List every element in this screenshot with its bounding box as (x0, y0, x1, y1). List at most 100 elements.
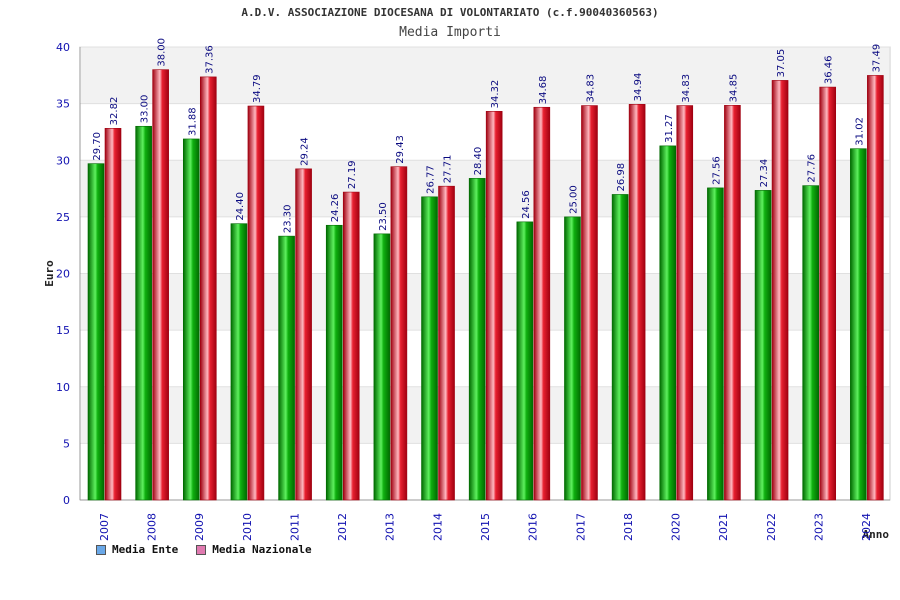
x-tick-label: 2007 (98, 513, 111, 541)
value-label-ente: 33.00 (140, 95, 151, 124)
value-label-nazionale: 37.05 (776, 49, 787, 78)
bar-media-nazionale (152, 69, 169, 501)
bar-media-nazionale (438, 185, 455, 501)
legend-label-nazionale: Media Nazionale (212, 543, 312, 556)
legend-item-ente: Media Ente (96, 543, 178, 556)
y-tick-label: 25 (56, 211, 70, 224)
bar-media-nazionale (295, 168, 312, 501)
bar-media-nazionale (819, 86, 837, 501)
bar-media-ente (707, 187, 724, 501)
x-tick-label: 2016 (527, 513, 540, 541)
x-tick-label: 2021 (717, 513, 730, 541)
bar-media-ente (135, 125, 152, 501)
bar-media-nazionale (533, 106, 551, 501)
value-label-ente: 27.34 (759, 159, 770, 188)
x-tick-label: 2017 (574, 513, 587, 541)
value-label-ente: 25.00 (568, 185, 579, 214)
bar-media-ente (278, 235, 295, 501)
x-tick-label: 2008 (145, 513, 158, 541)
x-tick-label: 2014 (431, 513, 444, 541)
x-tick-label: 2011 (288, 513, 301, 541)
bar-media-ente (325, 224, 343, 501)
value-label-ente: 24.56 (521, 190, 532, 219)
legend-swatch-ente (96, 544, 106, 555)
value-label-ente: 24.40 (235, 192, 246, 221)
value-label-nazionale: 29.43 (395, 135, 406, 164)
x-tick-label: 2010 (241, 513, 254, 541)
value-label-ente: 31.27 (664, 114, 675, 143)
bar-media-ente (373, 233, 391, 501)
bar-media-nazionale (342, 191, 360, 501)
bar-media-nazionale (104, 128, 122, 501)
legend: Media Ente Media Nazionale (96, 543, 312, 556)
value-label-nazionale: 34.94 (633, 73, 644, 102)
bar-media-nazionale (724, 105, 741, 501)
value-label-nazionale: 37.49 (871, 44, 882, 73)
bar-media-nazionale (485, 111, 503, 501)
value-label-nazionale: 29.24 (300, 137, 311, 166)
y-tick-label: 35 (56, 98, 70, 111)
bar-media-ente (87, 163, 105, 501)
value-label-nazionale: 32.82 (109, 97, 120, 126)
x-tick-label: 2018 (622, 513, 635, 541)
bar-media-ente (754, 190, 772, 501)
value-label-nazionale: 34.85 (728, 74, 739, 103)
y-axis-title: Euro (43, 260, 56, 287)
value-label-ente: 23.50 (378, 202, 389, 231)
value-label-ente: 31.88 (187, 107, 198, 136)
chart-subtitle: Media Importi (399, 25, 501, 40)
y-tick-label: 0 (63, 494, 70, 507)
legend-swatch-nazionale (196, 544, 207, 555)
value-label-nazionale: 38.00 (157, 38, 168, 67)
bar-media-nazionale (676, 105, 694, 501)
value-label-ente: 26.98 (616, 163, 627, 192)
value-label-nazionale: 27.19 (347, 160, 358, 189)
x-tick-label: 2024 (860, 513, 873, 541)
bar-media-ente (611, 194, 629, 501)
value-label-ente: 27.76 (807, 154, 818, 183)
bar-media-ente (802, 185, 820, 501)
bar-media-nazionale (771, 80, 789, 501)
value-label-nazionale: 37.36 (204, 45, 215, 74)
y-tick-label: 40 (56, 41, 70, 54)
y-tick-label: 30 (56, 154, 70, 167)
x-axis-title: Anno (863, 528, 890, 541)
x-tick-label: 2022 (765, 513, 778, 541)
value-label-nazionale: 34.68 (538, 76, 549, 105)
legend-item-nazionale: Media Nazionale (196, 543, 312, 556)
bar-media-ente (564, 216, 581, 501)
bar-media-nazionale (867, 75, 884, 501)
x-tick-label: 2020 (670, 513, 683, 541)
legend-label-ente: Media Ente (112, 543, 179, 556)
bar-media-nazionale (628, 104, 646, 501)
x-tick-label: 2012 (336, 513, 349, 541)
x-tick-label: 2009 (193, 513, 206, 541)
x-tick-label: 2013 (384, 513, 397, 541)
bar-media-nazionale (581, 105, 598, 501)
bar-media-ente (421, 196, 438, 501)
value-label-nazionale: 27.71 (443, 155, 454, 184)
value-label-nazionale: 34.32 (490, 80, 501, 109)
value-label-ente: 29.70 (92, 132, 103, 161)
bar-media-nazionale (390, 166, 408, 501)
value-label-ente: 24.26 (330, 194, 341, 223)
value-label-nazionale: 34.83 (681, 74, 692, 103)
value-label-ente: 27.56 (711, 156, 722, 185)
y-tick-label: 10 (56, 381, 70, 394)
value-label-nazionale: 36.46 (824, 55, 835, 84)
bar-media-nazionale (247, 105, 265, 501)
bar-media-ente (230, 223, 248, 501)
bar-media-ente (468, 178, 486, 501)
y-tick-label: 20 (56, 268, 70, 281)
bar-media-nazionale (199, 76, 217, 501)
y-tick-label: 15 (56, 324, 70, 337)
value-label-ente: 26.77 (426, 165, 437, 194)
bar-media-ente (516, 221, 534, 501)
value-label-nazionale: 34.79 (252, 74, 263, 103)
x-tick-label: 2015 (479, 513, 492, 541)
bar-media-ente (850, 148, 867, 501)
x-tick-label: 2023 (813, 513, 826, 541)
y-tick-label: 5 (63, 437, 70, 450)
value-label-ente: 28.40 (473, 147, 484, 176)
